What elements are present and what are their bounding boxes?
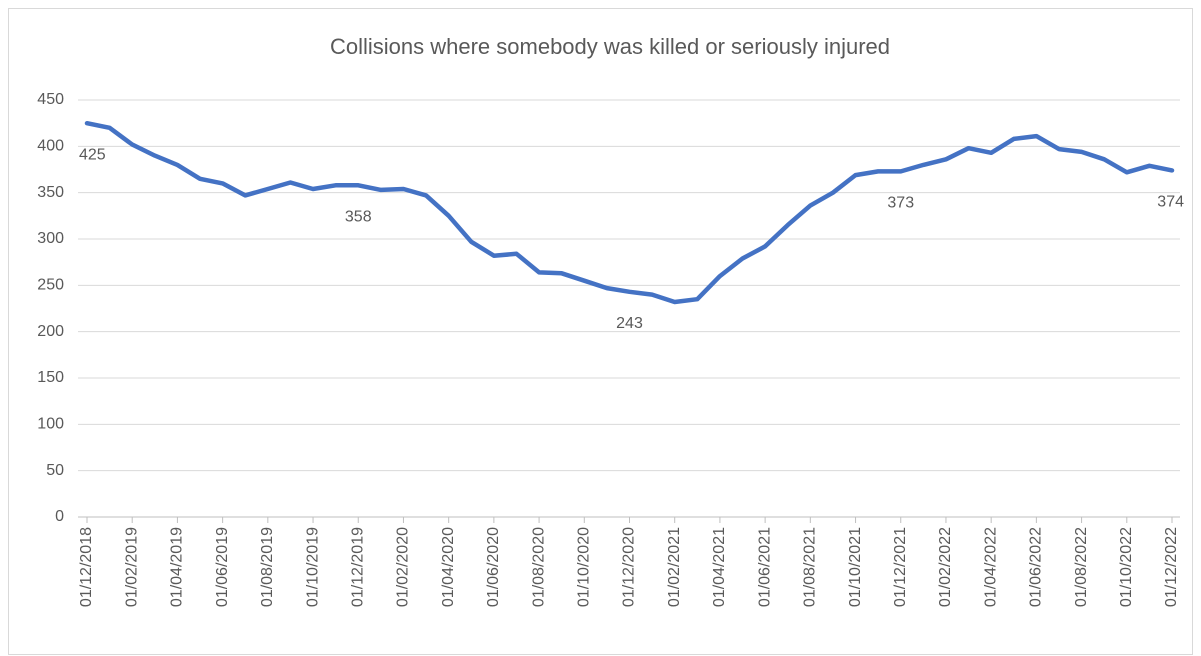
x-tick-label: 01/10/2022: [1118, 527, 1135, 607]
y-tick-label: 450: [37, 91, 64, 108]
x-tick-label: 01/04/2022: [982, 527, 999, 607]
x-tick-label: 01/06/2020: [485, 527, 502, 607]
x-tick-label: 01/10/2019: [304, 527, 321, 607]
x-tick-label: 01/02/2019: [123, 527, 140, 607]
y-tick-label: 100: [37, 416, 64, 433]
x-tick-label: 01/08/2020: [530, 527, 547, 607]
x-tick-label: 01/04/2019: [169, 527, 186, 607]
x-tick-label: 01/12/2020: [621, 527, 638, 607]
data-label: 373: [887, 195, 914, 212]
x-tick-label: 01/06/2021: [756, 527, 773, 607]
data-label: 425: [79, 146, 106, 163]
y-tick-label: 150: [37, 369, 64, 386]
data-label: 243: [616, 315, 643, 332]
x-tick-label: 01/08/2019: [259, 527, 276, 607]
y-tick-label: 400: [37, 138, 64, 155]
x-tick-label: 01/12/2022: [1163, 527, 1180, 607]
data-line: [84, 120, 1175, 305]
x-tick-label: 01/08/2021: [802, 527, 819, 607]
x-tick-label: 01/02/2020: [395, 527, 412, 607]
x-tick-label: 01/10/2021: [847, 527, 864, 607]
x-tick-label: 01/04/2020: [440, 527, 457, 607]
y-tick-label: 50: [46, 462, 64, 479]
y-tick-label: 250: [37, 277, 64, 294]
chart-title: Collisions where somebody was killed or …: [330, 34, 890, 59]
y-tick-label: 200: [37, 323, 64, 340]
x-tick-label: 01/06/2019: [214, 527, 231, 607]
x-tick-label: 01/08/2022: [1073, 527, 1090, 607]
x-tick-label: 01/10/2020: [576, 527, 593, 607]
x-tick-label: 01/04/2021: [711, 527, 728, 607]
data-label: 374: [1157, 194, 1184, 211]
x-tick-label: 01/02/2021: [666, 527, 683, 607]
x-tick-label: 01/12/2018: [78, 527, 95, 607]
y-tick-label: 350: [37, 184, 64, 201]
data-label: 358: [345, 208, 372, 225]
x-tick-label: 01/06/2022: [1028, 527, 1045, 607]
y-tick-label: 0: [55, 508, 64, 525]
x-tick-label: 01/02/2022: [937, 527, 954, 607]
y-tick-label: 300: [37, 230, 64, 247]
x-tick-label: 01/12/2021: [892, 527, 909, 607]
x-tick-label: 01/12/2019: [349, 527, 366, 607]
